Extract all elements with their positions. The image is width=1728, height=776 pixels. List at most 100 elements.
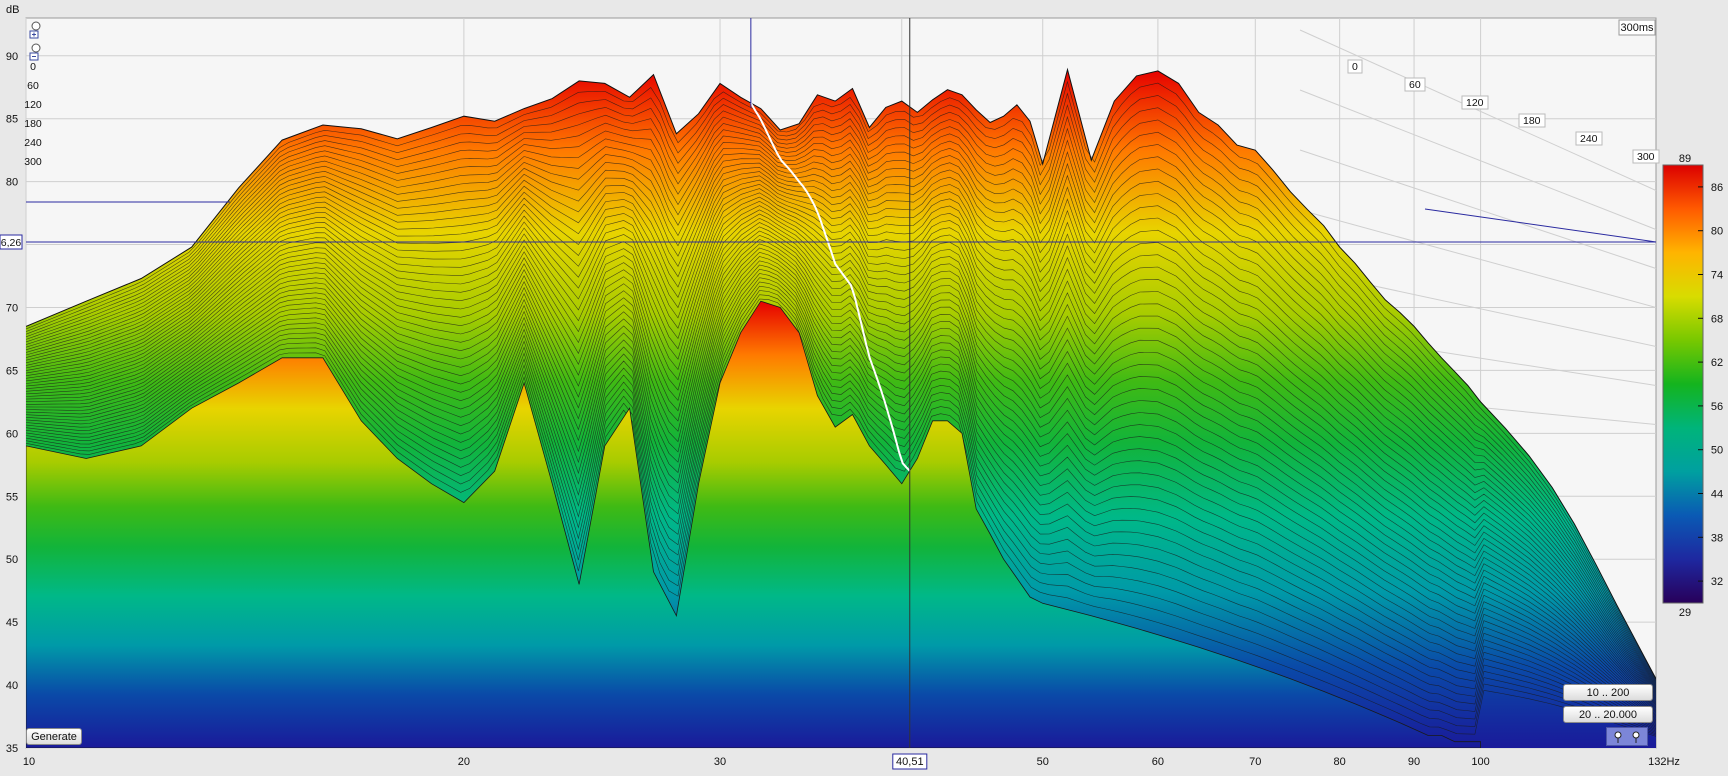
x-cursor-label: 40,51: [896, 756, 924, 768]
y-cursor-label: 6,26: [1, 237, 22, 249]
waterfall-slice-line: [26, 171, 1656, 699]
waterfall-slice-line: [26, 179, 1656, 701]
colorbar-min: 29: [1679, 607, 1691, 619]
waterfall-slice-line: [26, 290, 1656, 735]
y-tick-label: 55: [6, 491, 18, 503]
x-tick-label: 100: [1471, 756, 1489, 768]
waterfall-slice-line: [26, 200, 1656, 708]
waterfall-slice-line: [26, 192, 1656, 705]
y-tick-label: 40: [6, 680, 18, 692]
time-label-box: [1518, 113, 1546, 128]
waterfall-slice-line: [26, 298, 1656, 737]
waterfall-slice-line: [26, 268, 1656, 728]
waterfall-slice-line: [26, 153, 1656, 693]
colorbar-ticks: 86 80 74 68 62 56 50 44 38 32: [1698, 182, 1723, 588]
x-tick-label: 70: [1249, 756, 1261, 768]
waterfall-slice-line: [26, 104, 1656, 683]
colorbar-max: 89: [1679, 153, 1691, 165]
x-tick-label: 50: [1037, 756, 1049, 768]
perspective-line: [1299, 29, 1657, 191]
time-label-box: [1404, 77, 1426, 92]
y-tick-label: 60: [6, 428, 18, 440]
time-label-right: 60: [1409, 79, 1421, 91]
waterfall-slice-line: [26, 110, 1656, 685]
waterfall-slice-line: [26, 234, 1656, 718]
waterfall-slice-line: [26, 264, 1656, 727]
y-tick-label: 50: [6, 554, 18, 566]
time-label-box: [1347, 59, 1363, 74]
y-cursor-readout: 6,26: [0, 234, 23, 250]
y-tick-label: 45: [6, 617, 18, 629]
perspective-line: [1299, 89, 1657, 230]
time-label-box: [1575, 131, 1603, 146]
colorbar: 89 29 86 80 74 68 62 56 50 44 38 32: [1662, 153, 1723, 619]
time-axis-labels: 0 0 60 60 120 120 180 180 240 240 300 300: [24, 59, 1660, 168]
time-label-left: 180: [24, 118, 42, 130]
time-label-right: 120: [1466, 97, 1484, 109]
waterfall-slice-line: [26, 188, 1656, 704]
waterfall-slice-line: [26, 281, 1656, 732]
perspective-cursor-line: [1424, 208, 1657, 243]
y-tick-label: 80: [6, 177, 18, 189]
time-label-left: 60: [27, 80, 39, 92]
y-tick-label: 90: [6, 51, 18, 63]
x-tick-label: 20: [458, 756, 470, 768]
generate-button[interactable]: Generate: [26, 728, 82, 745]
time-label-left: 240: [24, 137, 42, 149]
x-cursor-readout: 40,51: [892, 753, 928, 770]
time-label-right: 300: [1637, 151, 1655, 163]
waterfall-slice-line: [26, 196, 1656, 706]
time-label-box: [1632, 149, 1660, 164]
front-spectrum-line: [26, 67, 1656, 680]
selected-time-slice: [749, 102, 911, 472]
x-tick-label: 10: [23, 756, 35, 768]
waterfall-slice-line: [26, 129, 1656, 688]
waterfall-slice-line: [26, 141, 1656, 691]
time-label-right: 0: [1352, 61, 1358, 73]
colorbar-tick-label: 74: [1711, 270, 1723, 282]
zoom-in-icon[interactable]: [28, 21, 44, 39]
y-tick-label: 65: [6, 365, 18, 377]
waterfall-slice-line: [26, 277, 1656, 731]
x-tick-label: 30: [714, 756, 726, 768]
waterfall-slice-line: [26, 205, 1656, 709]
cursor-lines: [26, 18, 1657, 748]
waterfall-slice-line: [26, 243, 1656, 720]
colorbar-gradient: [1662, 164, 1704, 604]
range-20-20000-button[interactable]: 20 .. 20.000: [1563, 706, 1653, 723]
x-tick-label: 132Hz: [1648, 756, 1680, 768]
colorbar-tick-label: 62: [1711, 357, 1723, 369]
waterfall-slice-line: [26, 80, 1656, 681]
y-tick-label: 35: [6, 743, 18, 755]
x-tick-label: 80: [1334, 756, 1346, 768]
time-label-left: 300: [24, 156, 42, 168]
waterfall-slices: [26, 80, 1656, 737]
range-10-200-button[interactable]: 10 .. 200: [1563, 684, 1653, 701]
waterfall-slice-line: [26, 260, 1656, 726]
rear-spectrum-area: [26, 300, 1481, 748]
y-axis-unit: dB: [6, 4, 19, 16]
fit-view-button[interactable]: [1606, 727, 1648, 746]
colorbar-tick-label: 56: [1711, 401, 1723, 413]
waterfall-slice-line: [26, 158, 1656, 695]
waterfall-slice-line: [26, 213, 1656, 712]
waterfall-slice-line: [26, 285, 1656, 733]
waterfall-slice-line: [26, 239, 1656, 719]
time-range-box: 300ms: [1618, 19, 1656, 36]
waterfall-slice-line: [26, 162, 1656, 696]
colorbar-tick-label: 68: [1711, 313, 1723, 325]
waterfall-slice-line: [26, 226, 1656, 715]
time-range-label: 300ms: [1620, 22, 1654, 34]
waterfall-slice-line: [26, 116, 1656, 686]
perspective-line: [1299, 209, 1657, 308]
waterfall-slice-line: [26, 175, 1656, 700]
waterfall-slice-line: [26, 273, 1656, 729]
colorbar-tick-label: 38: [1711, 532, 1723, 544]
colorbar-tick-label: 86: [1711, 182, 1723, 194]
waterfall-slice-line: [26, 166, 1656, 697]
time-label-box: [1461, 95, 1489, 110]
time-label-right: 240: [1580, 133, 1598, 145]
waterfall-slice-line: [26, 294, 1656, 736]
zoom-out-icon[interactable]: [28, 43, 44, 61]
colorbar-tick-label: 44: [1711, 489, 1723, 501]
